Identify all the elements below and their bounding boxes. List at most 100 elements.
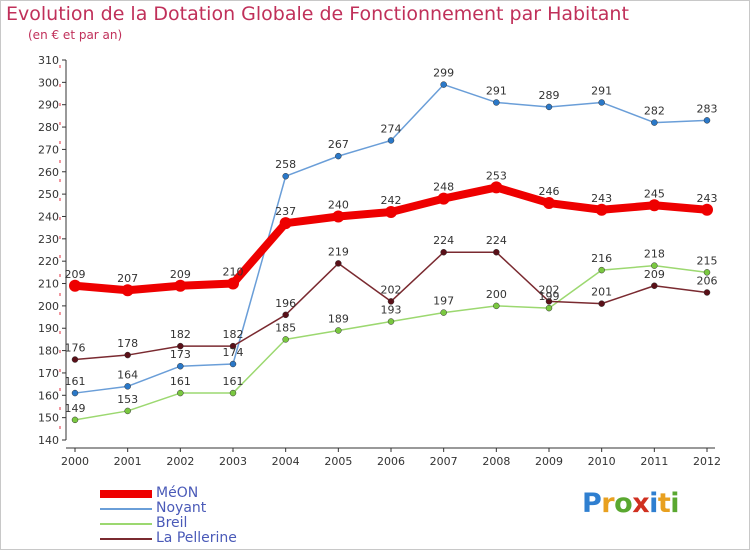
data-label: 237 [275,205,296,218]
data-point [648,199,661,212]
data-point [595,203,608,216]
y-tick-label: 160 [38,389,59,402]
data-label: 218 [644,248,665,261]
data-label: 161 [65,375,86,388]
y-tick-label: 210 [38,278,59,291]
y-tick-label: 310 [38,54,59,67]
data-point [335,260,342,267]
legend-swatch [100,490,152,498]
data-point [69,279,81,292]
data-label: 149 [65,402,86,415]
data-label: 209 [65,268,86,281]
data-point [335,152,342,160]
data-label: 243 [697,192,718,205]
data-point [124,351,131,359]
y-tick-label: 220 [38,255,59,268]
data-label: 174 [223,346,244,359]
data-point [385,206,397,218]
data-point [387,137,395,144]
data-label: 207 [117,272,138,285]
x-tick-label: 2005 [324,455,352,468]
data-point [440,248,447,256]
data-label: 274 [381,122,402,135]
y-tick-label: 300 [38,76,59,89]
data-point [387,318,395,325]
y-tick-label: 170 [38,367,59,380]
data-point [387,298,395,305]
data-label: 178 [117,337,138,350]
x-tick-label: 2010 [588,455,616,468]
data-point [282,311,289,319]
data-point [177,362,184,370]
data-point [71,356,79,363]
data-label: 176 [65,342,86,355]
y-tick-label: 280 [38,121,59,134]
data-label: 245 [644,187,665,200]
data-point [335,327,342,334]
legend-swatch [100,538,152,540]
data-label: 153 [117,393,138,406]
data-point [121,284,134,297]
data-point [437,192,450,205]
data-label: 289 [539,89,560,102]
data-point [332,210,345,223]
data-label: 243 [591,192,612,205]
data-label: 200 [486,288,507,301]
legend-swatch [100,523,152,525]
data-point [598,266,605,274]
data-label: 219 [328,245,349,258]
data-label: 248 [433,181,454,194]
y-tick-label: 200 [38,300,59,313]
data-point [651,119,658,126]
data-point [703,269,711,276]
data-point [440,309,447,316]
data-point [71,416,79,424]
data-label: 196 [275,297,296,310]
data-point [598,99,605,106]
data-label: 283 [697,102,718,115]
data-label: 299 [433,67,454,80]
data-point [703,117,711,124]
data-label: 199 [539,290,560,303]
data-point [71,389,79,397]
y-tick-label: 150 [38,412,59,425]
logo-letter: P [582,488,602,519]
data-label: 224 [486,234,507,247]
data-label: 258 [275,158,296,171]
x-tick-label: 2009 [535,455,563,468]
x-tick-label: 2001 [114,455,142,468]
data-point [177,389,184,397]
y-tick-label: 230 [38,233,59,246]
y-tick-label: 270 [38,143,59,156]
data-point [229,342,237,350]
x-tick-label: 2012 [693,455,721,468]
data-point [651,282,658,290]
y-tick-label: 240 [38,210,59,223]
legend-label: La Pellerine [156,530,237,546]
y-tick-label: 190 [38,322,59,335]
y-tick-label: 180 [38,345,59,358]
data-point [124,383,131,390]
data-point [490,181,503,194]
data-label: 210 [223,266,244,279]
x-tick-label: 2007 [430,455,458,468]
logo-letter: x [632,488,650,519]
data-point [543,197,555,210]
x-tick-label: 2006 [377,455,405,468]
logo-letter: i [649,488,658,519]
data-label: 291 [486,84,507,97]
x-tick-label: 2004 [272,455,300,468]
x-tick-label: 2002 [166,455,194,468]
data-label: 161 [170,375,191,388]
data-label: 282 [644,105,665,118]
data-label: 161 [223,375,244,388]
data-label: 206 [697,274,718,287]
data-label: 253 [486,169,507,182]
data-label: 164 [117,368,138,381]
data-label: 185 [275,321,296,334]
logo-letter: i [670,488,680,519]
data-label: 201 [591,286,612,299]
legend-label: Noyant [156,500,207,516]
data-point [440,81,447,88]
data-point [545,103,553,111]
